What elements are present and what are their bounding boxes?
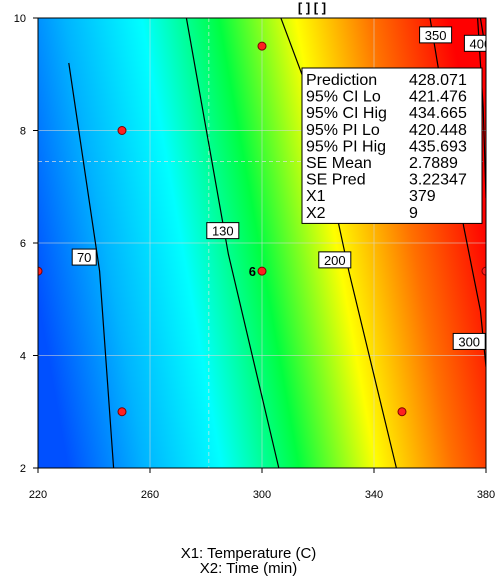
contour-label-box (452, 332, 486, 350)
y-tick-label: 2 (20, 463, 26, 475)
tooltip-value: 428.071 (409, 72, 467, 89)
tooltip-value: 9 (409, 205, 418, 222)
design-point[interactable] (34, 266, 43, 276)
contour-label: 200 (318, 251, 352, 269)
contour-label-box (318, 251, 352, 269)
contour-line-70 (68, 62, 115, 468)
contour-label: 130 (206, 222, 240, 240)
tooltip-value: 3.22347 (409, 172, 467, 189)
contour-label: 70 (71, 248, 97, 266)
axes: 220 260 300 340 380 2 4 6 8 10 (14, 13, 495, 501)
y-tick-label: 6 (20, 238, 26, 250)
tooltip-value: 434.665 (409, 105, 467, 122)
contour-label-text: 130 (212, 224, 234, 239)
contour-label-box (463, 34, 486, 52)
tooltip-key: 95% PI Lo (306, 122, 380, 139)
tooltip-key: Prediction (306, 72, 377, 89)
tooltip-value: 435.693 (409, 138, 467, 155)
y-tick-label: 4 (20, 351, 26, 363)
x-tick-label: 260 (141, 489, 159, 501)
x-tick-label: 340 (365, 489, 383, 501)
overlay: Prediction 428.071 95% CI Lo 421.476 95% CI … (301, 67, 483, 224)
tooltip-key: 95% CI Lo (306, 89, 381, 106)
contour-label: 300 (452, 332, 486, 350)
tooltip-box (301, 67, 483, 224)
contour-label-text: 200 (324, 253, 346, 268)
contour-label-box (206, 222, 240, 240)
design-point[interactable] (117, 407, 127, 417)
contour-label-text: 300 (458, 334, 480, 349)
contour-line-300 (429, 18, 486, 367)
contour-label-box (419, 26, 453, 44)
prediction-tooltip: Prediction 428.071 95% CI Lo 421.476 95% CI … (301, 67, 483, 224)
tooltip-value: 420.448 (409, 122, 467, 139)
contour-line-130 (185, 18, 280, 468)
x-tick-label: 220 (29, 489, 47, 501)
design-point[interactable] (397, 407, 407, 417)
contour-label-text: 70 (77, 250, 91, 265)
tooltip-key: SE Pred (306, 172, 366, 189)
tooltip-key: X2 (306, 205, 326, 222)
design-point-count: 6 (249, 264, 256, 279)
design-point[interactable] (257, 41, 267, 51)
y-axis-title: X2: Time (min) (199, 560, 298, 577)
tooltip-value: 421.476 (409, 89, 467, 106)
design-point[interactable] (117, 126, 127, 135)
contour-label-text: 350 (425, 28, 447, 43)
contour-label: 400 (463, 34, 492, 52)
tooltip-key: 95% CI Hig (306, 105, 387, 122)
tooltip-value: 2.7889 (409, 155, 458, 172)
x-tick-label: 300 (253, 489, 271, 501)
design-point[interactable] (481, 266, 490, 276)
tooltip-key: SE Mean (306, 155, 372, 172)
y-tick-label: 8 (20, 126, 26, 138)
x-tick-label: 380 (477, 489, 495, 501)
tooltip-value: 379 (409, 188, 436, 205)
tooltip-key: X1 (306, 188, 326, 205)
x-axis-title: X1: Temperature (C) (180, 545, 317, 562)
contour-label-text: 400 (470, 36, 492, 51)
chart-title-fragment: [ ] [ ] (298, 0, 326, 15)
contour-label: 350 (419, 26, 453, 44)
design-point[interactable] (257, 266, 267, 276)
tooltip-key: 95% PI Hig (306, 138, 386, 155)
y-tick-label: 10 (14, 13, 26, 25)
contour-label-box (71, 248, 97, 266)
